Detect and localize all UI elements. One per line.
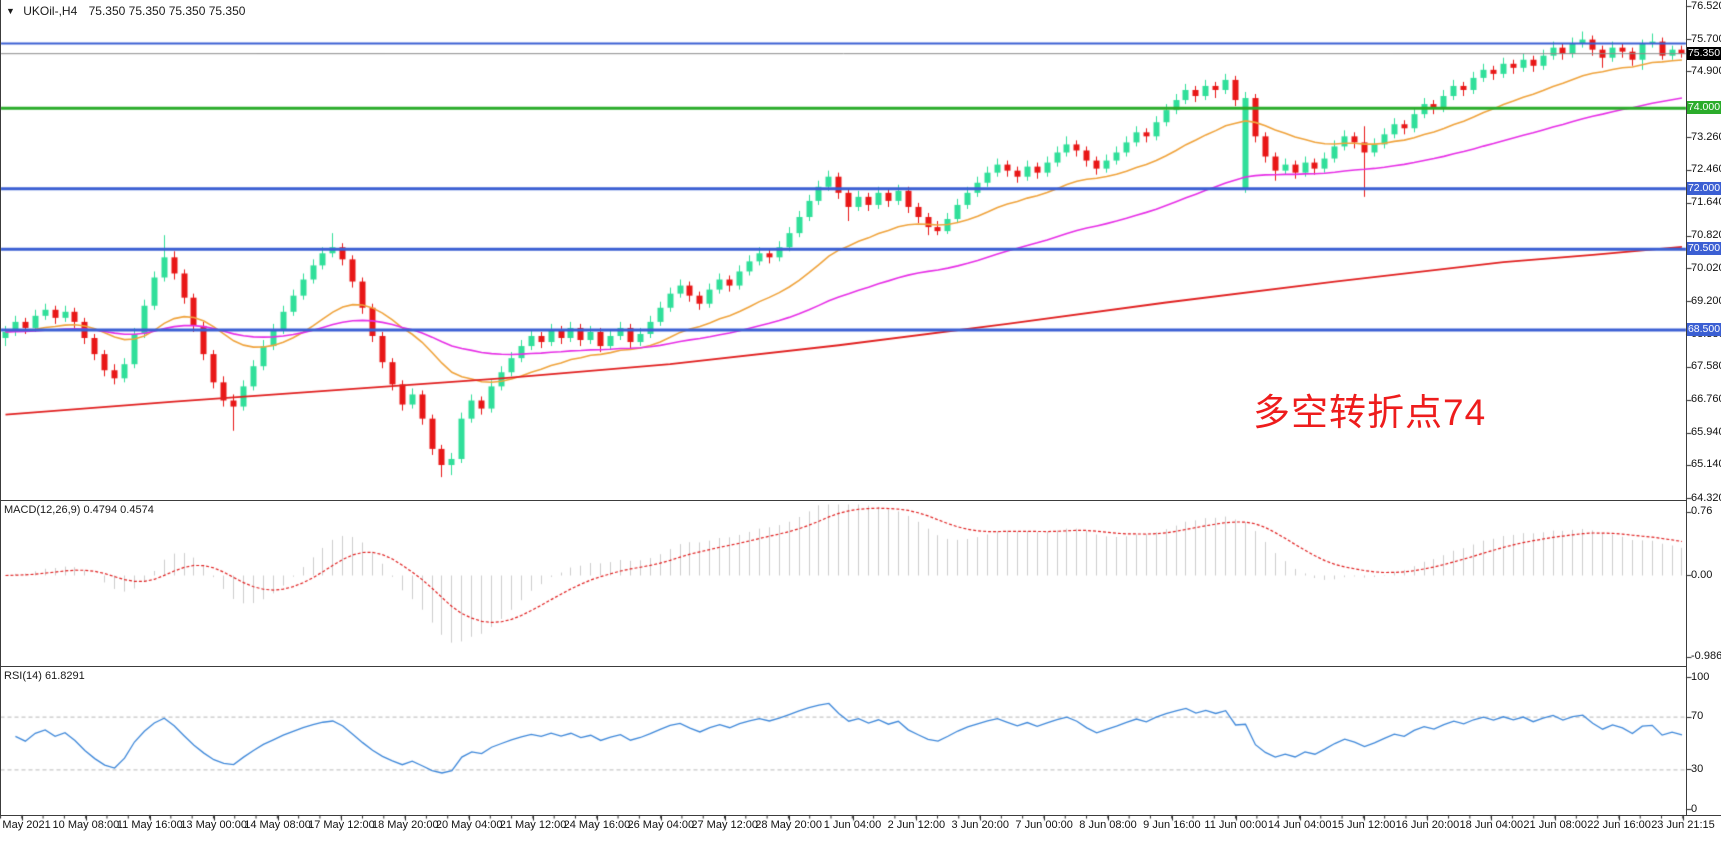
rsi-panel-label: RSI(14) 61.8291 — [4, 670, 85, 682]
symbol-bar: ▼ UKOil-,H4 75.350 75.350 75.350 75.350 — [6, 4, 245, 18]
price-tick-label: 65.140 — [1691, 458, 1721, 471]
time-label: 7 Jun 00:00 — [1015, 819, 1073, 831]
time-label: 11 Jun 00:00 — [1204, 819, 1268, 831]
time-label: 3 Jun 20:00 — [951, 819, 1010, 831]
macd-tick-label: 0.76 — [1691, 505, 1713, 518]
time-label: 23 Jun 21:15 — [1651, 819, 1715, 831]
time-label: 16 Jun 20:00 — [1395, 819, 1460, 831]
time-label: 17 May 12:00 — [308, 819, 375, 831]
price-level-badge: 74.000 — [1687, 101, 1721, 115]
price-tick-label: 75.700 — [1691, 32, 1721, 45]
time-label: 2 Jun 12:00 — [887, 819, 946, 831]
time-label: 18 Jun 04:00 — [1459, 819, 1524, 831]
time-label: 20 May 04:00 — [435, 819, 503, 831]
macd-tick-label: -0.9862 — [1691, 650, 1721, 663]
rsi-tick-label: 30 — [1691, 762, 1704, 775]
time-label: 21 May 12:00 — [499, 819, 567, 831]
price-tick-label: 64.320 — [1691, 491, 1721, 504]
time-label: 14 Jun 04:00 — [1267, 819, 1332, 831]
quote-ohlc-text: 75.350 75.350 75.350 75.350 — [88, 4, 246, 18]
price-tick-label: 76.520 — [1691, 0, 1721, 12]
time-label: 22 Jun 16:00 — [1587, 819, 1651, 831]
price-tick-label: 71.640 — [1691, 196, 1721, 209]
symbol-label: UKOil-,H4 — [23, 4, 78, 18]
time-label: 21 Jun 08:00 — [1523, 819, 1588, 831]
time-label: 18 May 20:00 — [371, 819, 439, 831]
time-label: 9 Jun 16:00 — [1143, 819, 1201, 831]
price-tick-label: 72.460 — [1691, 163, 1721, 176]
panel-separator-macd-rsi[interactable] — [0, 666, 1686, 667]
price-tick-label: 70.020 — [1691, 261, 1721, 274]
window-left-border — [0, 0, 1, 815]
price-level-badge: 68.500 — [1687, 322, 1721, 336]
price-axis-border — [1686, 0, 1687, 815]
time-label: 8 Jun 08:00 — [1079, 819, 1137, 831]
rsi-tick-label: 70 — [1691, 710, 1704, 723]
time-label: 15 Jun 12:00 — [1331, 819, 1396, 831]
price-annotation[interactable]: 多空转折点74 — [1253, 392, 1487, 433]
time-label: 10 May 08:00 — [52, 819, 120, 831]
price-tick-label: 66.760 — [1691, 393, 1721, 406]
macd-tick-label: 0.00 — [1691, 568, 1713, 581]
time-label: 28 May 20:00 — [755, 819, 822, 831]
current-price-badge: 75.350 — [1687, 46, 1721, 60]
time-label: 27 May 12:00 — [691, 819, 759, 831]
time-axis-border — [0, 815, 1721, 816]
time-label: 24 May 16:00 — [563, 819, 631, 831]
time-label: 1 Jun 04:00 — [823, 819, 882, 831]
time-label: 11 May 16:00 — [116, 819, 183, 831]
price-tick-label: 65.940 — [1691, 426, 1721, 439]
time-label: 7 May 2021 — [0, 819, 51, 831]
panel-separator-main-macd[interactable] — [0, 500, 1686, 501]
price-tick-label: 69.200 — [1691, 294, 1721, 307]
time-label: 13 May 00:00 — [180, 819, 247, 831]
rsi-tick-label: 0 — [1691, 802, 1698, 815]
price-tick-label: 70.820 — [1691, 229, 1721, 242]
macd-panel-label: MACD(12,26,9) 0.4794 0.4574 — [4, 504, 154, 516]
price-tick-label: 74.900 — [1691, 64, 1721, 77]
price-level-badge: 70.500 — [1687, 242, 1721, 256]
price-axis[interactable]: 76.520 75.700 74.900 73.260 72.460 71.640 70.8… — [1687, 0, 1721, 815]
time-label: 26 May 04:00 — [627, 819, 695, 831]
price-level-badge: 72.000 — [1687, 181, 1721, 195]
price-tick-label: 73.260 — [1691, 130, 1721, 143]
symbol-dropdown-icon[interactable]: ▼ — [6, 6, 15, 16]
rsi-tick-label: 100 — [1691, 670, 1710, 683]
price-tick-label: 67.580 — [1691, 360, 1721, 373]
time-label: 14 May 08:00 — [244, 819, 311, 831]
